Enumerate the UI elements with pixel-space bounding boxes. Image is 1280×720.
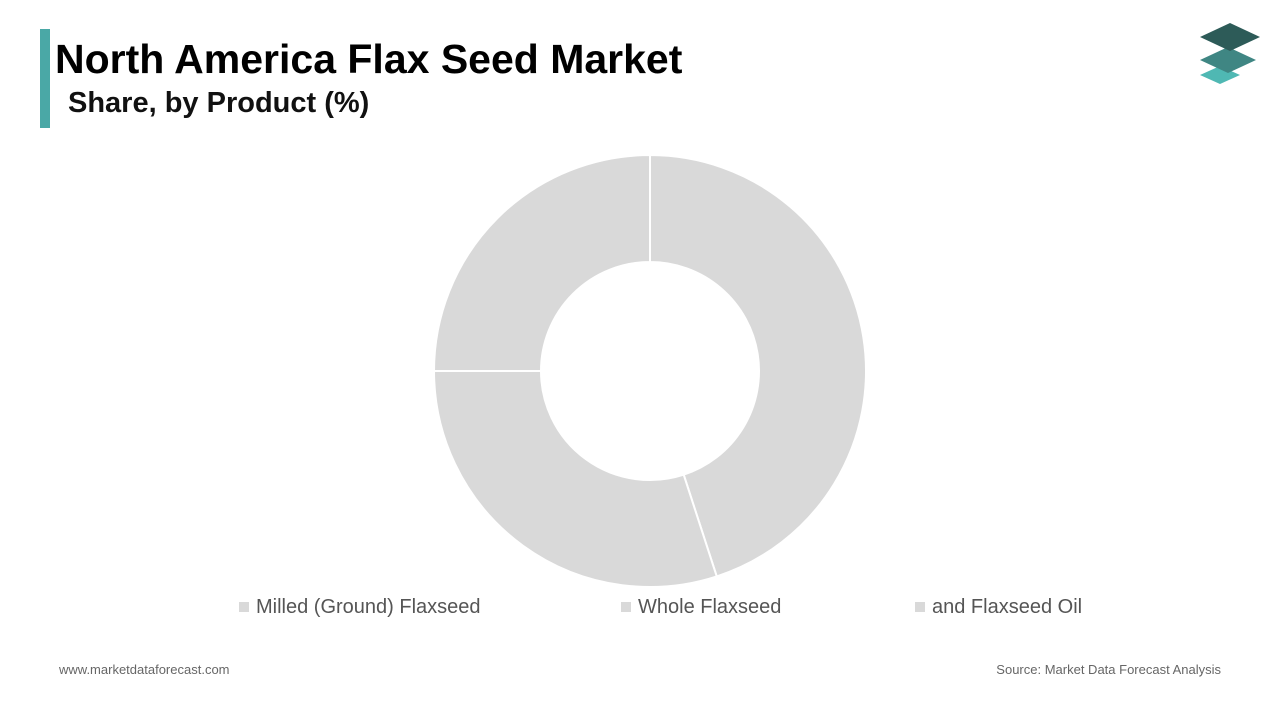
logo-layer-middle <box>1200 47 1256 73</box>
donut-slice-2[interactable] <box>432 370 719 588</box>
website-link[interactable]: www.marketdataforecast.com <box>59 662 230 677</box>
chart-subtitle: Share, by Product (%) <box>68 87 370 119</box>
donut-slice-1[interactable] <box>649 153 867 578</box>
legend-item-flaxseed-oil[interactable]: and Flaxseed Oil <box>915 594 1082 620</box>
legend-label: and Flaxseed Oil <box>932 595 1083 618</box>
legend-item-whole-flaxseed[interactable]: Whole Flaxseed <box>621 594 781 620</box>
chart-title: North America Flax Seed Market <box>55 36 683 82</box>
legend-swatch <box>239 602 249 612</box>
legend-label: Milled (Ground) Flaxseed <box>256 595 481 618</box>
source-note: Source: Market Data Forecast Analysis <box>996 662 1221 677</box>
legend-item-milled-flaxseed[interactable]: Milled (Ground) Flaxseed <box>239 594 481 620</box>
legend-label: Whole Flaxseed <box>638 595 782 618</box>
legend-swatch <box>621 602 631 612</box>
donut-slice-3[interactable] <box>432 153 651 372</box>
title-accent-bar <box>40 29 50 128</box>
stacked-layers-icon <box>1200 23 1260 84</box>
logo-layer-top <box>1200 23 1260 51</box>
legend-swatch <box>915 602 925 612</box>
